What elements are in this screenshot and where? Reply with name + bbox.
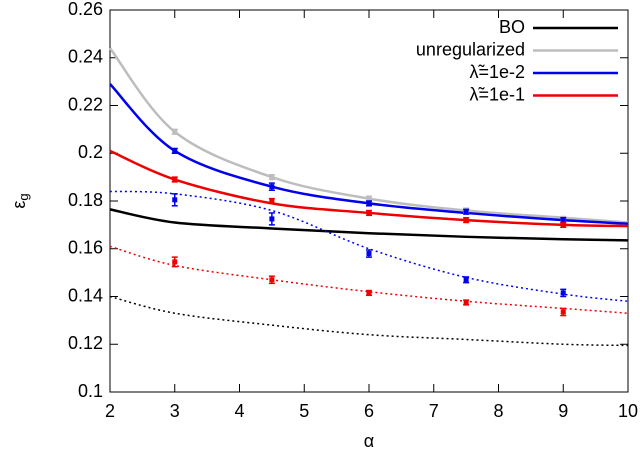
marker (366, 210, 372, 216)
error-point (268, 182, 275, 192)
error-point (171, 128, 178, 135)
error-point (171, 193, 178, 207)
y-tick-label: 0.2 (78, 142, 103, 162)
error-point (171, 256, 178, 268)
y-label-main: ε (9, 201, 29, 209)
error-point (171, 147, 178, 154)
x-tick-label: 2 (105, 401, 115, 421)
error-point (268, 212, 275, 226)
dotted-curve (109, 190, 629, 303)
marker (366, 196, 372, 202)
dotted-curve (109, 295, 629, 347)
marker (172, 177, 178, 183)
x-tick-label: 6 (364, 401, 374, 421)
y-tick-label: 0.1 (78, 381, 103, 401)
marker (463, 299, 469, 305)
y-tick-label: 0.12 (68, 333, 103, 353)
y-label-sub: g (16, 193, 31, 200)
x-tick-label: 9 (558, 401, 568, 421)
x-tick-label: 4 (234, 401, 244, 421)
error-point (560, 288, 567, 298)
marker (560, 309, 566, 315)
marker (269, 184, 275, 190)
marker (172, 259, 178, 265)
marker (269, 174, 275, 180)
marker (366, 200, 372, 206)
error-point (268, 275, 275, 285)
legend-label: λ̃=1e-1 (469, 84, 525, 104)
error-point (366, 289, 372, 297)
marker (269, 198, 275, 204)
marker (463, 217, 469, 223)
error-point (366, 249, 372, 258)
error-point (171, 176, 178, 183)
marker (269, 216, 275, 222)
error-point (560, 307, 567, 317)
error-point (268, 197, 275, 205)
legend-label: BO (499, 17, 525, 37)
y-tick-label: 0.22 (68, 94, 103, 114)
marker (172, 148, 178, 154)
error-point (463, 299, 470, 306)
marker (463, 209, 469, 215)
y-tick-label: 0.18 (68, 190, 103, 210)
y-tick-label: 0.16 (68, 238, 103, 258)
legend-label: λ̃=1e-2 (469, 62, 525, 82)
x-tick-label: 5 (299, 401, 309, 421)
x-tick-label: 10 (618, 401, 638, 421)
marker (269, 277, 275, 283)
marker (463, 277, 469, 283)
marker (366, 290, 372, 296)
x-tick-label: 8 (493, 401, 503, 421)
legend-label: unregularized (416, 39, 525, 59)
y-axis-label: εg (9, 193, 32, 208)
x-tick-label: 7 (429, 401, 439, 421)
error-point (560, 221, 567, 229)
curve (109, 208, 629, 242)
marker (172, 129, 178, 135)
error-point (366, 209, 372, 217)
y-tick-label: 0.14 (68, 285, 103, 305)
x-tick-label: 3 (170, 401, 180, 421)
error-point (366, 200, 372, 207)
marker (172, 197, 178, 203)
y-tick-label: 0.24 (68, 47, 103, 67)
marker (560, 290, 566, 296)
marker (560, 217, 566, 223)
error-point (463, 208, 470, 215)
x-axis-label: α (364, 431, 374, 451)
y-tick-label: 0.26 (68, 0, 103, 19)
marker (366, 251, 372, 257)
error-point (463, 276, 470, 284)
marker (560, 222, 566, 228)
error-point (463, 216, 470, 224)
error-point (268, 173, 275, 181)
